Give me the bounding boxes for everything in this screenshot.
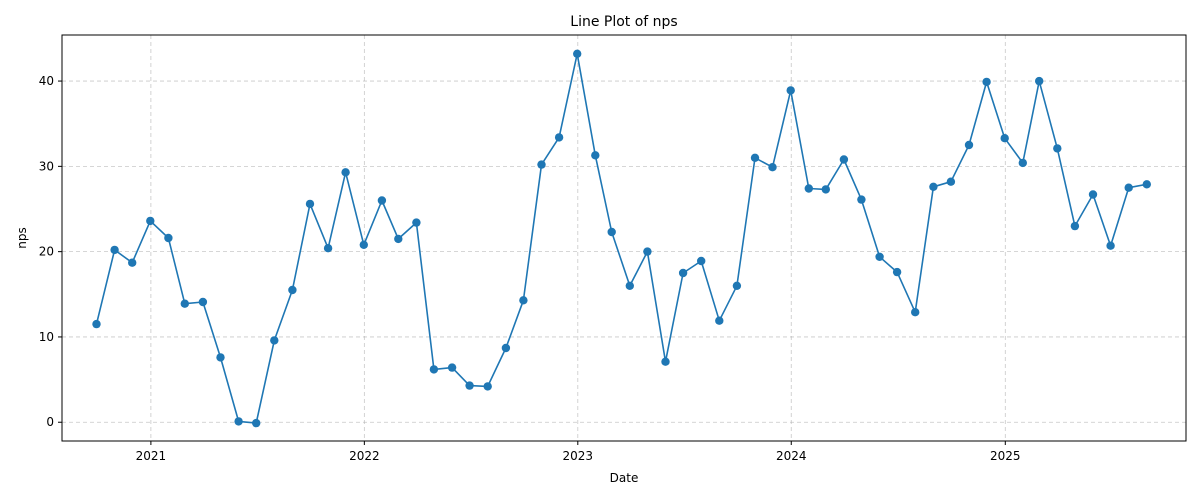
- data-point: [678, 268, 688, 278]
- x-tick-label: 2021: [136, 449, 167, 463]
- data-point: [519, 296, 528, 305]
- series-line: [95, 52, 1147, 424]
- data-point: [1124, 183, 1133, 192]
- data-point: [1035, 76, 1044, 86]
- data-point: [288, 285, 297, 295]
- data-point: [982, 77, 991, 87]
- y-axis-ticks: 0 10 20 30 40: [39, 74, 62, 429]
- data-point: [501, 343, 511, 353]
- data-point: [164, 233, 173, 243]
- data-point: [892, 267, 902, 277]
- data-point: [804, 184, 813, 193]
- data-point: [786, 86, 795, 95]
- data-point: [92, 319, 101, 329]
- data-point: [483, 382, 492, 391]
- data-point: [198, 297, 208, 307]
- data-point: [643, 247, 652, 256]
- data-point: [216, 353, 225, 362]
- data-point: [821, 185, 830, 194]
- data-point: [625, 281, 634, 290]
- data-point: [323, 244, 333, 253]
- data-point: [341, 168, 350, 177]
- data-point: [1053, 144, 1062, 153]
- data-point: [946, 177, 956, 186]
- data-point: [573, 49, 582, 58]
- data-point: [447, 363, 457, 372]
- data-point: [252, 418, 261, 428]
- x-axis-label: Date: [610, 471, 639, 485]
- data-point: [377, 196, 387, 205]
- data-point: [1018, 158, 1027, 168]
- data-point: [394, 234, 403, 244]
- data-point: [1070, 221, 1080, 231]
- data-point: [110, 245, 119, 255]
- data-point: [146, 216, 155, 226]
- data-point: [839, 155, 849, 164]
- data-point: [715, 316, 724, 325]
- data-point: [911, 308, 920, 317]
- y-tick-label: 40: [39, 74, 54, 88]
- x-tick-label: 2023: [563, 449, 594, 463]
- data-point: [857, 195, 866, 204]
- data-point: [128, 258, 137, 267]
- data-point: [270, 336, 279, 345]
- y-tick-label: 30: [39, 159, 54, 173]
- x-tick-label: 2025: [990, 449, 1021, 463]
- series-points-layer: [92, 49, 1152, 428]
- data-point: [607, 227, 616, 237]
- y-tick-label: 0: [46, 415, 54, 429]
- data-point: [234, 417, 243, 426]
- data-point: [875, 252, 884, 261]
- chart-title: Line Plot of nps: [570, 14, 677, 30]
- data-point: [929, 182, 938, 191]
- data-point: [697, 256, 706, 266]
- data-point: [768, 163, 777, 172]
- data-point: [591, 151, 600, 160]
- series-line-layer: [95, 52, 1147, 424]
- data-point: [554, 133, 564, 142]
- data-point: [732, 281, 742, 290]
- data-point: [412, 218, 421, 227]
- data-point: [964, 140, 974, 150]
- data-point: [1000, 134, 1009, 143]
- data-point: [1106, 241, 1115, 250]
- data-point: [661, 357, 670, 366]
- data-point: [537, 160, 546, 169]
- x-tick-label: 2024: [776, 449, 807, 463]
- x-tick-label: 2022: [349, 449, 380, 463]
- data-point: [1142, 180, 1152, 189]
- x-axis-ticks: 2021 2022 2023 2024 2025: [136, 441, 1021, 463]
- y-tick-label: 20: [39, 245, 54, 259]
- data-point: [429, 365, 439, 374]
- plot-frame: [61, 34, 1187, 442]
- data-point: [1088, 190, 1098, 199]
- data-point: [180, 299, 189, 308]
- data-point: [465, 381, 474, 390]
- y-tick-label: 10: [39, 330, 54, 344]
- grid-lines: [62, 35, 1186, 441]
- data-point: [359, 240, 368, 249]
- data-point: [750, 153, 760, 162]
- y-axis-label: nps: [15, 227, 29, 248]
- data-point: [305, 199, 315, 209]
